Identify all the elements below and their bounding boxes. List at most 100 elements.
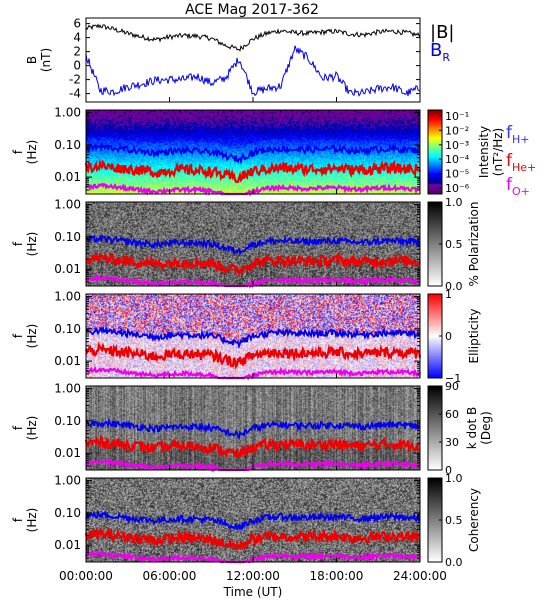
colorbar-frame — [427, 109, 443, 195]
freq-tick-label: 1.00 — [54, 382, 81, 396]
gyrofreq-line-f-he — [85, 252, 421, 276]
legend-f: f — [506, 175, 513, 195]
freq-tick-label: 1.00 — [54, 198, 81, 212]
freq-axis-unit: (Hz) — [25, 324, 39, 349]
colorbar-tick-label: 90 — [445, 380, 459, 393]
b-ytick-label: 4 — [73, 31, 81, 45]
colorbar-label: Intensity — [477, 126, 491, 178]
colorbar-tick-label: −1 — [445, 372, 461, 385]
colorbar-tick-label: 0.5 — [445, 238, 463, 251]
legend-sub: O+ — [512, 185, 530, 198]
legend-gyrofreq-he-plus: fHe+ — [506, 151, 536, 174]
panel-ellipticity: 1.00 0.10 0.01 f (Hz) 1 0 −1 Ellipticity — [11, 288, 481, 385]
panel-coherency: 1.00 0.10 0.01 f (Hz) 1.0 0.5 0.0 Coherency — [11, 472, 481, 569]
series-line-b-total — [85, 23, 421, 52]
gyrofreq-line-f-he — [84, 527, 421, 551]
panel-k-dot_b: 1.00 0.10 0.01 f (Hz) 90 60 30 0 k dot B (Deg) — [11, 380, 493, 477]
freq-tick-label: 0.01 — [54, 262, 81, 276]
gyrofreq-line-f-he — [84, 435, 421, 459]
colorbar-label: k dot B — [465, 407, 479, 449]
gyrofreq-line-f-h — [85, 417, 421, 441]
b-ytick-label: 6 — [73, 17, 81, 31]
gyrofreq-line-f-h — [85, 509, 421, 532]
b-ytick-label: 0 — [73, 59, 81, 73]
spectrogram-panels: 1.000.100.01f (Hz)10⁻¹10⁻²10⁻³10⁻⁴10⁻⁵10⁻… — [11, 106, 536, 569]
gyrofreq-line-f-h — [85, 325, 421, 350]
b-ylabel: B — [25, 56, 39, 64]
freq-tick-label: 0.01 — [54, 446, 81, 460]
freq-tick-label: 0.10 — [54, 414, 81, 428]
legend-gyrofreq-h-plus: fH+ — [506, 123, 530, 146]
freq-axis-unit: (Hz) — [25, 508, 39, 533]
colorbar-tick-label: 10⁻⁶ — [445, 182, 470, 195]
colorbar-tick-label: 1.0 — [445, 196, 463, 209]
time-tick-3: 18:00:00 — [310, 569, 364, 583]
colorbar-tick-label: 0.0 — [445, 556, 463, 569]
legend-sub: He+ — [512, 161, 536, 174]
colorbar-tick-label: 30 — [445, 436, 459, 449]
freq-tick-label: 0.10 — [54, 506, 81, 520]
freq-tick-label: 1.00 — [54, 290, 81, 304]
colorbar-tick-label: 0 — [445, 464, 452, 477]
time-tick-4: 24:00:00 — [393, 569, 447, 583]
freq-tick-label: 1.00 — [54, 106, 81, 120]
colorbar-coherency — [428, 478, 442, 562]
time-tick-0: 00:00:00 — [59, 569, 113, 583]
time-tick-2: 12:00:00 — [226, 569, 280, 583]
freq-tick-label: 0.10 — [54, 138, 81, 152]
colorbar-label: % Polarization — [467, 202, 481, 287]
freq-axis-label: f — [11, 149, 25, 154]
freq-tick-label: 0.10 — [54, 322, 81, 336]
freq-axis-label: f — [11, 517, 25, 522]
gyrofreq-line-f-he — [84, 158, 422, 184]
b-ytick-label: -4 — [69, 87, 81, 101]
legend-gyrofreq-o-plus: fO+ — [506, 175, 530, 198]
colorbar-label: Ellipticity — [467, 309, 481, 364]
legend-f: f — [506, 123, 513, 143]
freq-axis-label: f — [11, 333, 25, 338]
colorbar-tick-label: 10⁻⁴ — [445, 153, 470, 166]
b-field-plot-frame — [85, 17, 421, 103]
freq-axis-unit: (Hz) — [25, 232, 39, 257]
gyrofreq-line-f-h — [85, 141, 421, 165]
b-ylabel-unit: (nT) — [39, 48, 53, 72]
colorbar-unit: (Deg) — [479, 411, 493, 445]
time-axis: 00:00:00 06:00:00 12:00:00 18:00:00 24:0… — [59, 569, 447, 599]
colorbar-tick-label: 10⁻³ — [445, 139, 469, 152]
b-ytick-label: -2 — [69, 73, 81, 87]
colorbar-tick-label: 0.5 — [445, 514, 463, 527]
b-ytick-label: 2 — [73, 45, 81, 59]
colorbar-tick-label: 10⁻² — [445, 124, 469, 137]
freq-tick-label: 0.01 — [54, 538, 81, 552]
colorbar-tick-label: 10⁻¹ — [445, 110, 469, 123]
colorbar-ellipticity — [428, 294, 442, 378]
freq-tick-label: 0.01 — [54, 354, 81, 368]
colorbar-tick-label: 10⁻⁵ — [445, 168, 469, 181]
gyrofreq-line-f-he — [84, 341, 422, 370]
legend-b-r: BR — [430, 40, 450, 64]
panel-intensity: 1.000.100.01f (Hz)10⁻¹10⁻²10⁻³10⁻⁴10⁻⁵10⁻… — [11, 106, 536, 198]
colorbar-tick-label: 1 — [445, 288, 452, 301]
b-field-lines — [85, 23, 421, 97]
colorbar-tick-label: 60 — [445, 408, 459, 421]
colorbar-unit: (nT²/Hz) — [491, 128, 505, 176]
time-axis-label: Time (UT) — [223, 585, 283, 599]
chart-title: ACE Mag 2017-362 — [185, 2, 319, 18]
freq-axis-label: f — [11, 425, 25, 430]
time-tick-1: 06:00:00 — [143, 569, 197, 583]
colorbar-tick-label: 0 — [445, 330, 452, 343]
colorbar-k-dot_b — [428, 386, 442, 470]
freq-tick-label: 1.00 — [54, 474, 81, 488]
colorbar-label: Coherency — [467, 488, 481, 552]
colorbar-tick-label: 1.0 — [445, 472, 463, 485]
legend-b-total: |B| — [430, 22, 454, 43]
freq-axis-unit: (Hz) — [25, 140, 39, 165]
gyrofreq-line-f-h — [85, 233, 421, 257]
freq-tick-label: 0.01 — [54, 170, 81, 184]
colorbar-intensity — [428, 110, 442, 194]
series-line-b-r — [85, 45, 421, 97]
colorbar-polarization — [428, 202, 442, 286]
legend-f: f — [506, 151, 513, 171]
